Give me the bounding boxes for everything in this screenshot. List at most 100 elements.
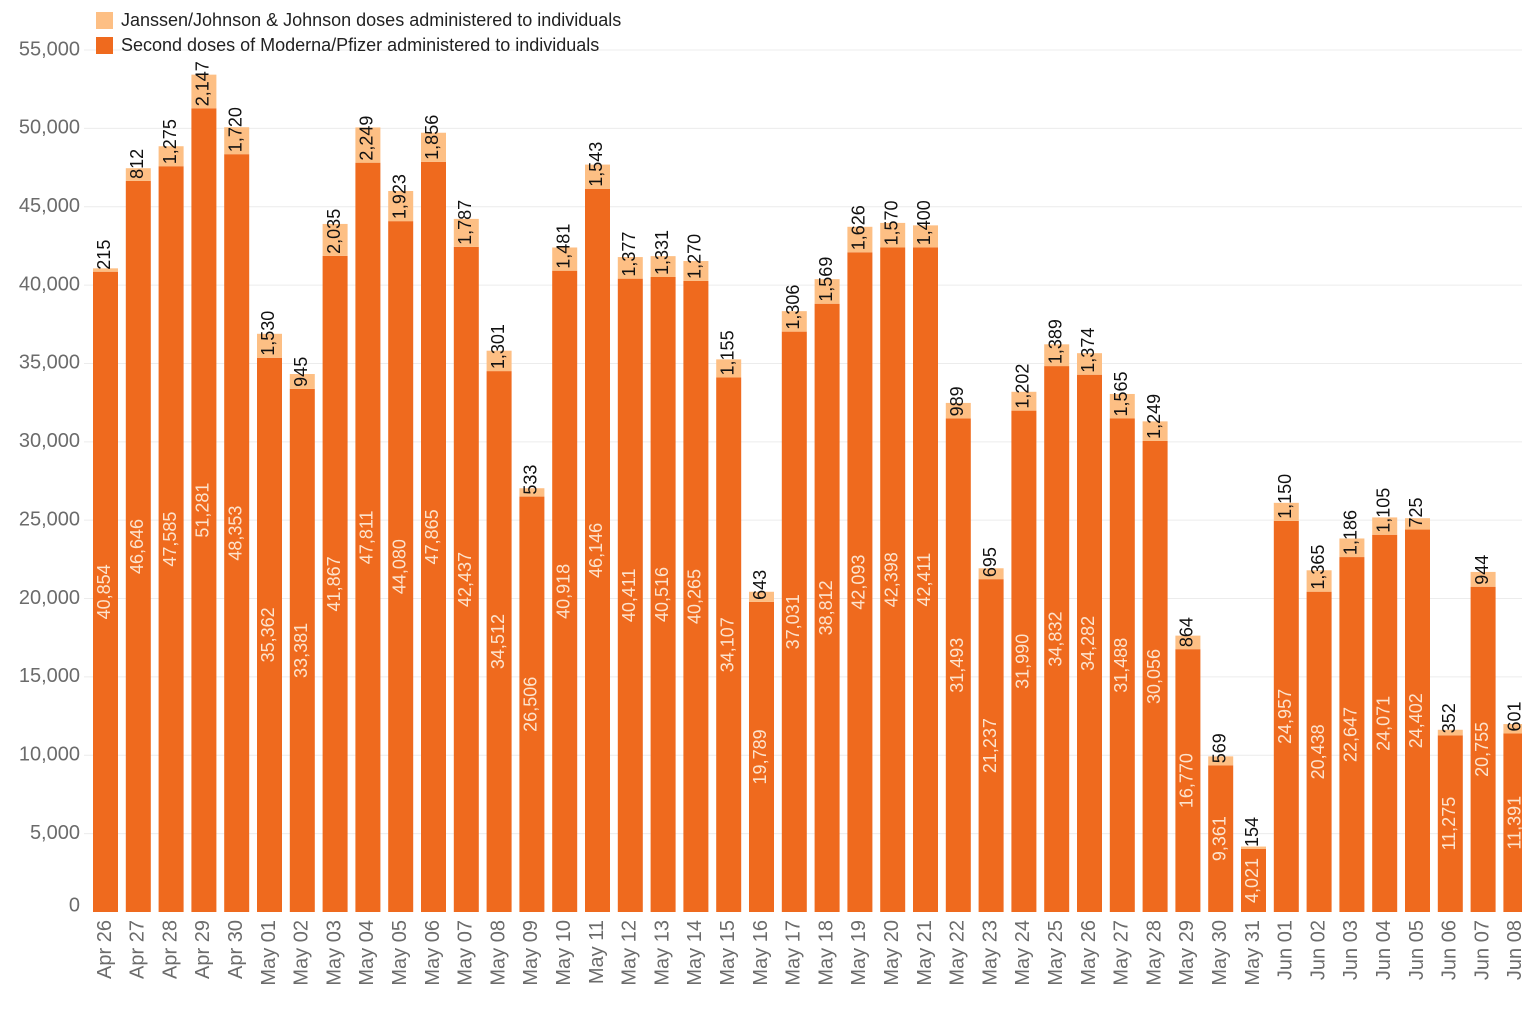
bar-jj-dose[interactable] — [1437, 729, 1463, 736]
bar-second-dose[interactable] — [1044, 366, 1070, 913]
bar-second-dose[interactable] — [191, 108, 217, 913]
bar-jj-dose[interactable] — [322, 223, 348, 256]
bar-second-dose[interactable] — [552, 270, 578, 912]
bar-second-dose[interactable] — [1109, 418, 1135, 912]
bar-second-dose[interactable] — [1405, 529, 1430, 912]
bar-jj-dose[interactable] — [125, 168, 151, 181]
bar-jj-dose[interactable] — [814, 279, 840, 304]
bar-jj-dose[interactable] — [552, 247, 578, 271]
bar-second-dose[interactable] — [913, 247, 938, 913]
bar-jj-dose[interactable] — [388, 191, 414, 222]
bar-jj-dose[interactable] — [978, 568, 1004, 580]
bar-second-dose[interactable] — [1011, 410, 1037, 912]
bar-second-dose[interactable] — [814, 303, 840, 913]
bar-second-dose[interactable] — [847, 252, 873, 912]
bar-jj-dose[interactable] — [1011, 391, 1037, 411]
x-tick-label: May 29 — [1176, 920, 1198, 986]
bar-second-dose[interactable] — [158, 166, 184, 913]
bar-jj-dose[interactable] — [1142, 421, 1168, 441]
bar-jj-dose[interactable] — [1077, 353, 1102, 375]
bar-second-dose[interactable] — [519, 496, 545, 912]
bar-jj-dose[interactable] — [1339, 538, 1365, 558]
bar-jj-dose[interactable] — [519, 488, 545, 497]
data-label-jj: 1,186 — [1341, 510, 1361, 555]
bar-second-dose[interactable] — [355, 162, 381, 912]
data-label-jj: 1,155 — [717, 330, 737, 375]
bar-jj-dose[interactable] — [224, 127, 250, 155]
bar-second-dose[interactable] — [1437, 735, 1463, 912]
bar-second-dose[interactable] — [1142, 440, 1168, 912]
bar-second-dose[interactable] — [453, 246, 479, 912]
bar-jj-dose[interactable] — [1241, 846, 1266, 849]
bar-second-dose[interactable] — [1077, 374, 1102, 913]
data-label-jj: 352 — [1439, 703, 1459, 733]
bar-second-dose[interactable] — [749, 601, 774, 912]
bar-jj-dose[interactable] — [1503, 724, 1522, 734]
bar-second-dose[interactable] — [93, 271, 118, 912]
x-tick-label: Jun 06 — [1439, 920, 1461, 980]
data-label-second-dose: 41,867 — [324, 556, 344, 611]
bar-second-dose[interactable] — [716, 377, 742, 912]
bar-jj-dose[interactable] — [913, 225, 938, 248]
legend-item-second[interactable]: Second doses of Moderna/Pfizer administe… — [96, 33, 621, 58]
bar-second-dose[interactable] — [1339, 557, 1365, 912]
bar-second-dose[interactable] — [421, 161, 446, 913]
bar-second-dose[interactable] — [125, 180, 151, 913]
bar-jj-dose[interactable] — [191, 74, 217, 109]
bar-jj-dose[interactable] — [158, 146, 184, 167]
bar-second-dose[interactable] — [1503, 733, 1522, 912]
bar-jj-dose[interactable] — [1044, 344, 1070, 367]
bar-second-dose[interactable] — [1241, 848, 1266, 912]
bar-second-dose[interactable] — [683, 280, 709, 912]
bar-jj-dose[interactable] — [880, 222, 906, 248]
bar-jj-dose[interactable] — [355, 127, 381, 163]
bar-second-dose[interactable] — [224, 154, 250, 912]
bar-second-dose[interactable] — [945, 418, 971, 912]
bar-jj-dose[interactable] — [650, 256, 676, 278]
bar-jj-dose[interactable] — [486, 350, 512, 372]
bar-jj-dose[interactable] — [945, 402, 971, 419]
bar-second-dose[interactable] — [978, 579, 1004, 912]
bar-jj-dose[interactable] — [781, 311, 807, 332]
bar-second-dose[interactable] — [486, 371, 512, 912]
bar-second-dose[interactable] — [880, 247, 906, 913]
bar-jj-dose[interactable] — [93, 268, 118, 272]
bar-jj-dose[interactable] — [453, 218, 479, 247]
bar-jj-dose[interactable] — [683, 261, 709, 281]
bar-jj-dose[interactable] — [421, 132, 446, 162]
y-tick-label: 15,000 — [19, 665, 80, 687]
bar-jj-dose[interactable] — [1306, 570, 1332, 592]
bar-second-dose[interactable] — [781, 331, 807, 912]
bar-second-dose[interactable] — [257, 357, 282, 912]
bar-jj-dose[interactable] — [1372, 517, 1398, 535]
bar-second-dose[interactable] — [1175, 649, 1201, 912]
bar-second-dose[interactable] — [1306, 591, 1332, 912]
data-label-second-dose: 47,865 — [422, 509, 442, 564]
bar-jj-dose[interactable] — [749, 591, 774, 602]
bar-second-dose[interactable] — [1470, 586, 1496, 912]
bar-jj-dose[interactable] — [617, 257, 643, 279]
bar-second-dose[interactable] — [650, 277, 676, 912]
bar-jj-dose[interactable] — [1208, 756, 1234, 766]
bar-jj-dose[interactable] — [716, 359, 742, 378]
bar-second-dose[interactable] — [322, 255, 348, 912]
bar-second-dose[interactable] — [585, 188, 610, 912]
bar-second-dose[interactable] — [1273, 520, 1299, 912]
bar-second-dose[interactable] — [289, 388, 315, 912]
bar-second-dose[interactable] — [388, 221, 414, 912]
bar-jj-dose[interactable] — [847, 226, 873, 253]
legend-item-jj[interactable]: Janssen/Johnson & Johnson doses administ… — [96, 8, 621, 33]
bar-jj-dose[interactable] — [1405, 518, 1430, 530]
bar-jj-dose[interactable] — [1175, 635, 1201, 650]
data-label-jj: 1,301 — [488, 324, 508, 369]
bar-jj-dose[interactable] — [585, 164, 610, 189]
bar-second-dose[interactable] — [1372, 534, 1398, 912]
bar-jj-dose[interactable] — [289, 374, 315, 389]
bar-jj-dose[interactable] — [1109, 393, 1135, 419]
bar-second-dose[interactable] — [1208, 765, 1234, 912]
bar-jj-dose[interactable] — [1273, 502, 1299, 521]
bar-jj-dose[interactable] — [257, 333, 282, 358]
bar-second-dose[interactable] — [617, 278, 643, 912]
bar-jj-dose[interactable] — [1470, 571, 1496, 587]
